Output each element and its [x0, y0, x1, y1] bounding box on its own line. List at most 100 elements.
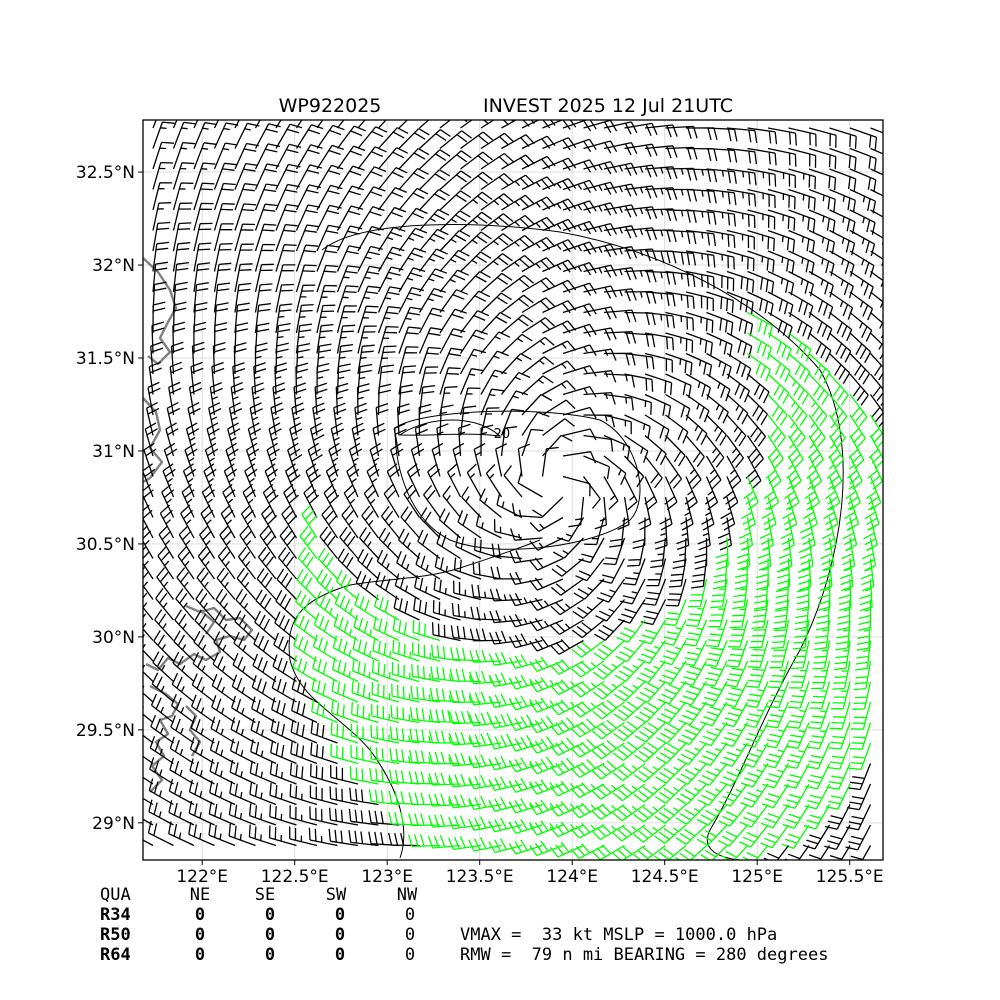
- wind-barb: [230, 381, 244, 416]
- wind-barb: [529, 736, 564, 754]
- wind-barb: [644, 187, 678, 201]
- wind-barb: [853, 660, 872, 691]
- wind-barb: [529, 618, 564, 632]
- wind-barb: [488, 693, 523, 708]
- wind-barb: [398, 306, 423, 334]
- wind-barb: [213, 202, 235, 231]
- wind-barb: [222, 483, 236, 518]
- wind-barb: [418, 248, 448, 272]
- wind-barb: [829, 147, 857, 170]
- wind-barb: [495, 443, 508, 477]
- wind-barb: [847, 763, 872, 791]
- wind-barb: [273, 632, 297, 662]
- wind-barb: [715, 537, 729, 571]
- wind-barb: [427, 463, 441, 498]
- wind-barb: [253, 362, 267, 395]
- wind-barb: [394, 573, 420, 601]
- wind-barb: [480, 152, 514, 170]
- wind-barb: [386, 463, 400, 498]
- wind-barb: [371, 681, 400, 703]
- wind-barb: [398, 247, 427, 272]
- wind-barb: [849, 291, 874, 321]
- wind-barb: [270, 402, 284, 436]
- wind-barb: [388, 769, 420, 785]
- wind-barb: [428, 814, 461, 828]
- wind-barb: [698, 763, 728, 786]
- wind-barb: [271, 697, 297, 724]
- wind-barb: [685, 455, 702, 490]
- wind-barb: [766, 681, 790, 709]
- wind-barb: [829, 311, 853, 342]
- wind-barb: [225, 442, 239, 477]
- wind-barb: [189, 758, 215, 785]
- wind-barb: [152, 651, 174, 682]
- wind-barb: [449, 668, 482, 683]
- wind-barb: [145, 402, 160, 436]
- wind-barb: [227, 422, 241, 457]
- wind-barb: [644, 229, 677, 243]
- x-axis: 122°E 122.5°E 123°E 123.5°E 124°E 124.5°E 125°…: [176, 860, 884, 887]
- wind-barb: [488, 755, 523, 771]
- wind-barb: [150, 693, 174, 724]
- wind-barb: [665, 414, 689, 444]
- wind-barb: [357, 325, 377, 354]
- wind-barb: [829, 373, 849, 406]
- wind-barb: [603, 414, 632, 435]
- wind-barb: [832, 660, 851, 690]
- wind-barb: [377, 325, 399, 354]
- wind-barb: [351, 658, 379, 683]
- wind-barb: [154, 609, 174, 641]
- wind-barb: [634, 722, 666, 743]
- wind-barb: [705, 455, 722, 490]
- wind-barb: [439, 230, 471, 252]
- wind-barb: [726, 435, 745, 469]
- wind-barb: [624, 164, 658, 178]
- wind-barb: [213, 162, 237, 190]
- wind-barb: [250, 739, 277, 765]
- wind-barb: [624, 122, 658, 137]
- wind-barb: [468, 754, 502, 769]
- wind-barb: [747, 332, 773, 360]
- wind-barb: [336, 185, 364, 211]
- wind-barb: [442, 485, 462, 518]
- wind-barb: [633, 783, 666, 803]
- wind-barb: [356, 383, 370, 416]
- wind-barb: [213, 282, 231, 313]
- wind-barb: [633, 803, 666, 823]
- wind-barb: [603, 434, 631, 460]
- wind-barb: [501, 314, 534, 334]
- wind-barb: [355, 570, 379, 601]
- wind-barb: [457, 510, 482, 539]
- wind-barb: [521, 257, 556, 273]
- wind-barb: [501, 194, 535, 211]
- wind-barb: [603, 537, 626, 566]
- wind-barb: [471, 584, 502, 601]
- wind-barb: [336, 120, 345, 129]
- wind-barb: [865, 476, 882, 511]
- wind-barb: [846, 455, 863, 490]
- wind-barb: [351, 680, 379, 703]
- wind-barb: [870, 291, 883, 318]
- wind-barb: [614, 681, 646, 702]
- wind-barb: [408, 771, 441, 785]
- wind-barb: [254, 120, 261, 129]
- wind-barb: [152, 182, 173, 211]
- wind-barb: [747, 229, 775, 251]
- wind-barb: [869, 414, 883, 449]
- wind-barb: [829, 270, 854, 299]
- wind-barb: [775, 578, 790, 611]
- wind-barb: [665, 250, 697, 266]
- wind-barb: [448, 794, 482, 809]
- wind-barb: [377, 345, 397, 375]
- wind-barb: [234, 610, 256, 641]
- wind-barb: [706, 270, 735, 292]
- wind-barb: [480, 233, 514, 252]
- wind-barb: [195, 588, 215, 621]
- wind-barb: [747, 270, 775, 295]
- wind-barb: [603, 267, 637, 281]
- wind-barb: [281, 504, 298, 539]
- wind-barb: [529, 840, 564, 857]
- wind-barb: [501, 154, 535, 170]
- wind-barb: [357, 126, 388, 149]
- wind-barb: [330, 764, 359, 785]
